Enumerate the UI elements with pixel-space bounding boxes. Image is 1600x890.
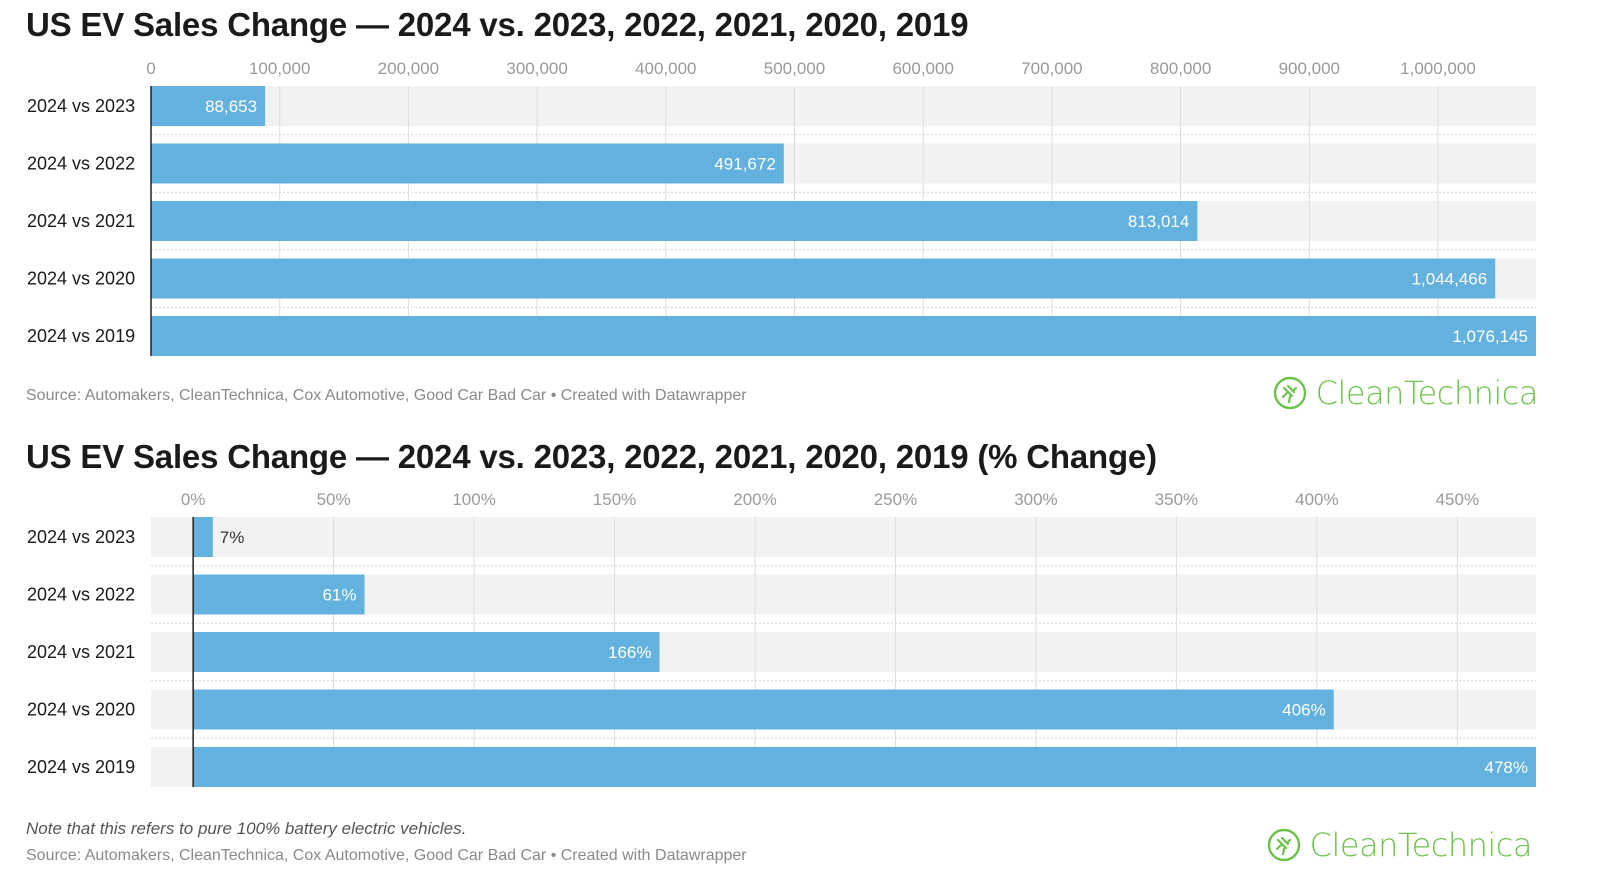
category-label: 2024 vs 2022 [27, 154, 135, 174]
category-label: 2024 vs 2019 [27, 757, 135, 777]
bar [151, 143, 784, 184]
x-tick-label: 150% [593, 490, 636, 509]
logo-text: CleanTechnica [1315, 374, 1539, 412]
bar [193, 689, 1334, 730]
x-tick-label: 350% [1155, 490, 1198, 509]
value-label: 478% [1485, 758, 1528, 777]
bar-track [151, 517, 1536, 557]
x-tick-label: 1,000,000 [1400, 59, 1476, 78]
x-tick-label: 100% [452, 490, 495, 509]
chart-title: US EV Sales Change — 2024 vs. 2023, 2022… [26, 438, 1157, 475]
x-tick-label: 300,000 [506, 59, 567, 78]
category-label: 2024 vs 2020 [27, 269, 135, 289]
bar-chart-plot: 0 100,000 200,000 300,000 400,000 500,000 600,… [27, 59, 1536, 356]
x-tick-label: 50% [317, 490, 351, 509]
bar [151, 316, 1536, 356]
bar [151, 201, 1198, 241]
bar [151, 86, 266, 126]
x-tick-label: 300% [1014, 490, 1057, 509]
category-label: 2024 vs 2021 [27, 642, 135, 662]
x-tick-label: 250% [874, 490, 917, 509]
value-label: 813,014 [1128, 212, 1189, 231]
x-tick-label: 0 [146, 59, 155, 78]
x-tick-label: 700,000 [1021, 59, 1082, 78]
x-tick-label: 400% [1295, 490, 1338, 509]
plug-icon [1273, 376, 1306, 410]
bar [193, 747, 1537, 787]
chart-sales-percent-change: US EV Sales Change — 2024 vs. 2023, 2022… [0, 432, 1600, 890]
bar [193, 632, 660, 672]
category-label: 2024 vs 2023 [27, 96, 135, 116]
value-label: 166% [608, 643, 651, 662]
x-tick-label: 500,000 [764, 59, 825, 78]
value-label: 7% [220, 528, 245, 547]
x-tick-label: 200% [733, 490, 776, 509]
category-label: 2024 vs 2023 [27, 527, 135, 547]
bar-chart-plot: 0% 50% 100% 150% 200% 250% 300% 350% 400% 450% 202… [27, 490, 1537, 787]
bar-track [151, 574, 1536, 615]
x-tick-label: 400,000 [635, 59, 696, 78]
value-label: 406% [1282, 701, 1325, 720]
x-tick-label: 600,000 [892, 59, 953, 78]
value-label: 491,672 [714, 155, 775, 174]
category-label: 2024 vs 2020 [27, 700, 135, 720]
category-label: 2024 vs 2022 [27, 585, 135, 605]
plug-icon [1267, 828, 1300, 862]
value-label: 88,653 [205, 97, 257, 116]
category-label: 2024 vs 2021 [27, 211, 135, 231]
category-label: 2024 vs 2019 [27, 326, 135, 346]
x-tick-label: 450% [1436, 490, 1479, 509]
x-tick-label: 200,000 [378, 59, 439, 78]
source-note: Source: Automakers, CleanTechnica, Cox A… [26, 387, 747, 404]
x-tick-label: 900,000 [1279, 59, 1340, 78]
bar-track [151, 86, 1536, 126]
cleantechnica-logo: CleanTechnica [1266, 826, 1533, 864]
logo-text: CleanTechnica [1309, 826, 1533, 864]
value-label: 61% [322, 586, 356, 605]
chart-note: Note that this refers to pure 100% batte… [26, 819, 467, 838]
value-label: 1,044,466 [1412, 270, 1488, 289]
source-note: Source: Automakers, CleanTechnica, Cox A… [26, 847, 747, 864]
chart-sales-change: US EV Sales Change — 2024 vs. 2023, 2022… [0, 0, 1600, 430]
bar [151, 258, 1496, 299]
bar [193, 517, 213, 557]
x-tick-label: 800,000 [1150, 59, 1211, 78]
bar [193, 574, 365, 615]
chart-title: US EV Sales Change — 2024 vs. 2023, 2022… [26, 6, 969, 43]
x-tick-label: 100,000 [249, 59, 310, 78]
cleantechnica-logo: CleanTechnica [1272, 374, 1539, 412]
value-label: 1,076,145 [1452, 327, 1528, 346]
x-tick-label: 0% [181, 490, 206, 509]
